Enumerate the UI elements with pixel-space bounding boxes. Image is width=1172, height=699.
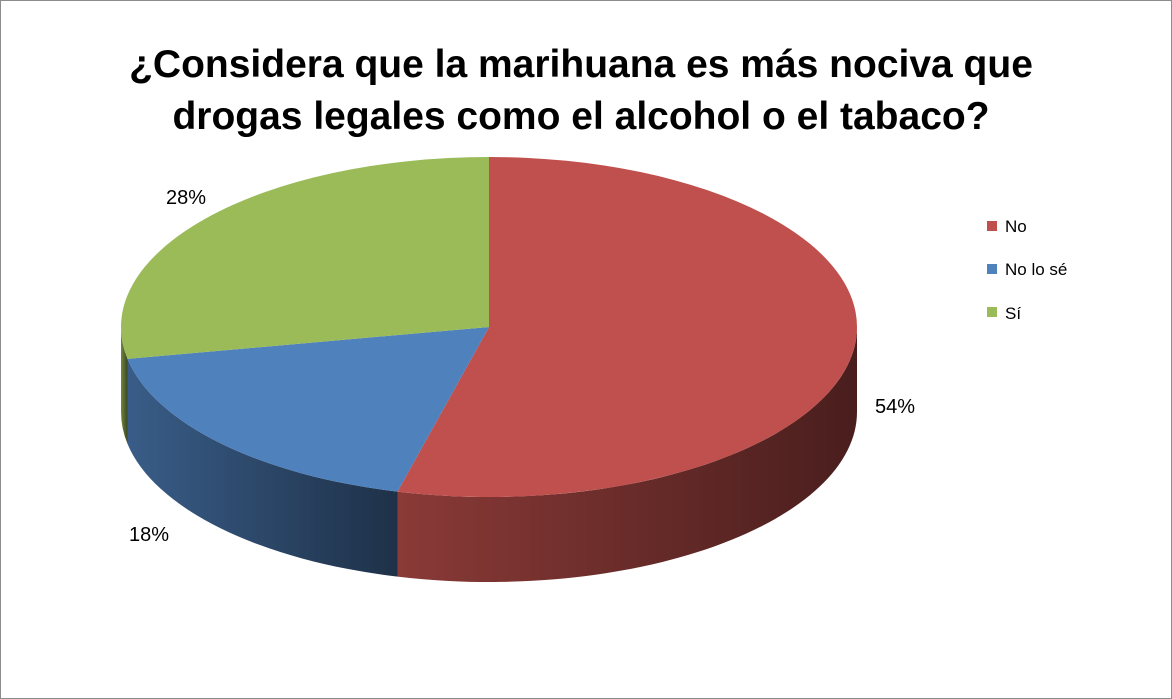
slice-label-si: 28% [166, 187, 206, 209]
pie-sides [121, 327, 857, 583]
legend-swatch-si [987, 307, 997, 317]
pie-side-si [121, 327, 128, 444]
pie-slice-no [397, 157, 858, 498]
legend-swatch-no [987, 221, 997, 231]
chart-title-line-2: drogas legales como el alcohol o el taba… [172, 95, 989, 138]
legend-entry-si: Sí [1005, 304, 1021, 323]
pie-tops [121, 157, 858, 498]
legend-entry-no: No [1005, 217, 1027, 236]
pie-side-no [397, 327, 857, 583]
legend: No No lo sé Sí [987, 217, 1067, 323]
slice-label-no: 54% [875, 396, 915, 418]
chart-title-line-1: ¿Considera que la marihuana es más nociv… [129, 43, 1033, 86]
slice-label-no-lo-se: 18% [129, 524, 169, 546]
pie-slice-si [121, 157, 489, 359]
pie-side-no-lo-se [127, 358, 398, 577]
pie-slice-no-lo-se [127, 327, 489, 492]
legend-swatch-no-lo-se [987, 264, 997, 274]
legend-entry-no-lo-se: No lo sé [1005, 260, 1067, 279]
